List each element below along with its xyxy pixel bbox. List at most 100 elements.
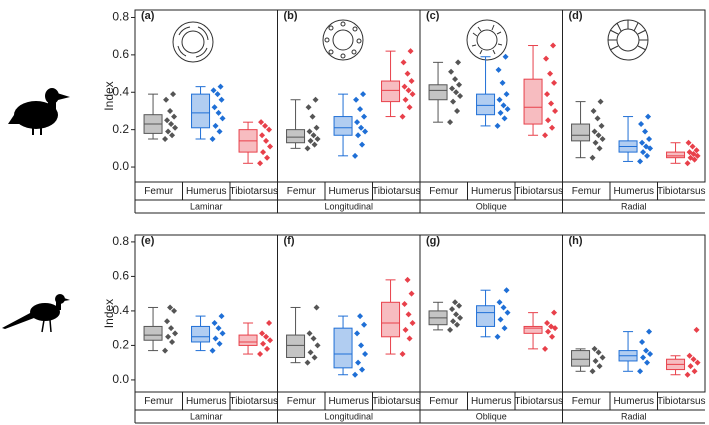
data-point xyxy=(210,87,217,94)
data-point xyxy=(646,136,653,142)
box xyxy=(523,325,543,334)
data-point xyxy=(260,340,267,347)
data-point xyxy=(306,330,313,337)
data-point xyxy=(170,91,177,98)
data-point xyxy=(592,139,599,146)
bone-label: Femur xyxy=(572,396,602,407)
data-point xyxy=(401,301,408,308)
data-point xyxy=(496,96,503,103)
data-point xyxy=(453,311,460,318)
data-point xyxy=(162,136,169,142)
data-point xyxy=(687,154,694,161)
data-point xyxy=(494,333,501,340)
data-point xyxy=(544,91,551,98)
group-label: Laminar xyxy=(190,411,223,421)
y-axis-label: Index xyxy=(102,299,116,328)
data-point xyxy=(309,113,316,120)
data-point xyxy=(358,342,365,349)
data-point xyxy=(307,137,314,144)
data-point xyxy=(589,368,596,375)
data-point xyxy=(354,330,361,337)
data-point xyxy=(162,347,169,354)
data-point xyxy=(640,354,647,361)
data-point xyxy=(214,91,221,98)
y-tick-label: 0.2 xyxy=(112,338,129,352)
data-point xyxy=(404,276,411,283)
box xyxy=(571,123,591,142)
data-point xyxy=(552,107,559,114)
data-point xyxy=(165,333,172,340)
box xyxy=(143,325,163,341)
data-point xyxy=(686,149,693,156)
data-point xyxy=(399,351,406,358)
data-point xyxy=(450,318,457,325)
data-point xyxy=(686,352,693,359)
bone-label: Tibiotarsus xyxy=(657,396,706,407)
data-point xyxy=(310,335,317,342)
box xyxy=(476,93,496,116)
data-point xyxy=(591,345,598,352)
data-point xyxy=(360,91,367,98)
data-point xyxy=(594,115,601,122)
data-point xyxy=(167,304,174,311)
data-point xyxy=(312,96,319,103)
data-point xyxy=(401,83,408,90)
data-point xyxy=(456,302,463,309)
bone-label: Femur xyxy=(429,396,459,407)
data-point xyxy=(638,121,645,128)
data-point xyxy=(313,124,320,131)
data-point xyxy=(644,359,651,366)
y-tick-label: 0.2 xyxy=(112,122,129,136)
y-tick-label: 0.0 xyxy=(112,159,129,173)
data-point xyxy=(502,53,509,60)
data-point xyxy=(263,333,270,340)
box xyxy=(523,78,543,125)
data-point xyxy=(685,139,692,146)
duck-icon xyxy=(8,88,70,135)
data-point xyxy=(447,326,454,333)
panel-label: (f) xyxy=(284,235,295,247)
box xyxy=(571,350,591,367)
data-point xyxy=(447,119,454,126)
data-point xyxy=(304,145,311,152)
data-point xyxy=(694,359,701,366)
box xyxy=(333,116,353,136)
data-point xyxy=(548,323,555,330)
data-point xyxy=(217,83,224,90)
data-point xyxy=(599,354,606,361)
data-point xyxy=(215,109,222,116)
data-point xyxy=(167,107,174,114)
data-point xyxy=(165,128,172,135)
box xyxy=(666,151,686,159)
data-point xyxy=(542,345,549,352)
data-point xyxy=(406,335,413,342)
data-point xyxy=(545,117,552,124)
group-label: Longitudinal xyxy=(324,411,373,421)
data-point xyxy=(550,42,557,49)
data-point xyxy=(637,158,644,165)
data-point xyxy=(358,124,365,131)
data-point xyxy=(267,337,274,344)
data-point xyxy=(219,330,226,337)
box xyxy=(381,301,401,338)
data-point xyxy=(645,113,652,120)
bone-label: Tibiotarsus xyxy=(229,186,278,197)
data-point xyxy=(501,115,508,122)
data-point xyxy=(599,136,606,142)
box xyxy=(191,325,211,343)
box xyxy=(476,305,496,327)
data-point xyxy=(311,141,318,148)
data-point xyxy=(259,132,266,139)
data-point xyxy=(402,96,409,103)
data-point xyxy=(642,128,649,135)
data-point xyxy=(452,299,459,306)
panel-label: (c) xyxy=(426,10,440,22)
data-point xyxy=(693,326,700,333)
bone-label: Femur xyxy=(429,186,459,197)
data-point xyxy=(164,318,171,325)
data-point xyxy=(551,309,558,316)
bone-label: Humerus xyxy=(613,396,654,407)
data-point xyxy=(357,313,364,320)
bone-label: Humerus xyxy=(471,186,512,197)
group-label: Radial xyxy=(621,411,647,421)
